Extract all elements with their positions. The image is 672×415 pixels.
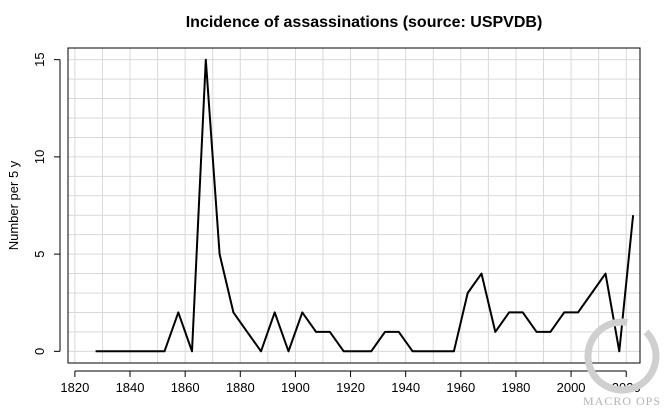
y-axis-label: Number per 5 y: [6, 160, 21, 250]
x-tick-label: 1900: [281, 380, 310, 395]
x-tick-label: 1960: [446, 380, 475, 395]
y-tick-label: 5: [32, 250, 47, 257]
x-tick-label: 1840: [116, 380, 145, 395]
watermark-ring-icon: [584, 318, 660, 394]
x-tick-label: 1820: [60, 380, 89, 395]
x-tick-label: 1980: [501, 380, 530, 395]
series-line: [95, 58, 635, 353]
y-axis: 0 5 10 15: [32, 52, 61, 355]
y-tick-label: 0: [32, 348, 47, 355]
x-tick-label: 1860: [171, 380, 200, 395]
chart-title: Incidence of assassinations (source: USP…: [186, 14, 543, 31]
series-layer: [95, 58, 635, 353]
plot-frame: [67, 47, 641, 364]
watermark-logo: MACRO OPS: [583, 318, 661, 408]
y-tick-label: 15: [32, 52, 47, 66]
grid: [68, 48, 640, 363]
x-tick-label: 1940: [391, 380, 420, 395]
x-tick-label: 1920: [336, 380, 365, 395]
x-tick-label: 1880: [226, 380, 255, 395]
watermark-text: MACRO OPS: [583, 394, 661, 408]
x-axis: 1820 1840 1860 1880 1900 1920 1940 1960 1980 2000…: [60, 370, 641, 395]
y-tick-label: 10: [32, 150, 47, 164]
x-tick-label: 2000: [557, 380, 586, 395]
